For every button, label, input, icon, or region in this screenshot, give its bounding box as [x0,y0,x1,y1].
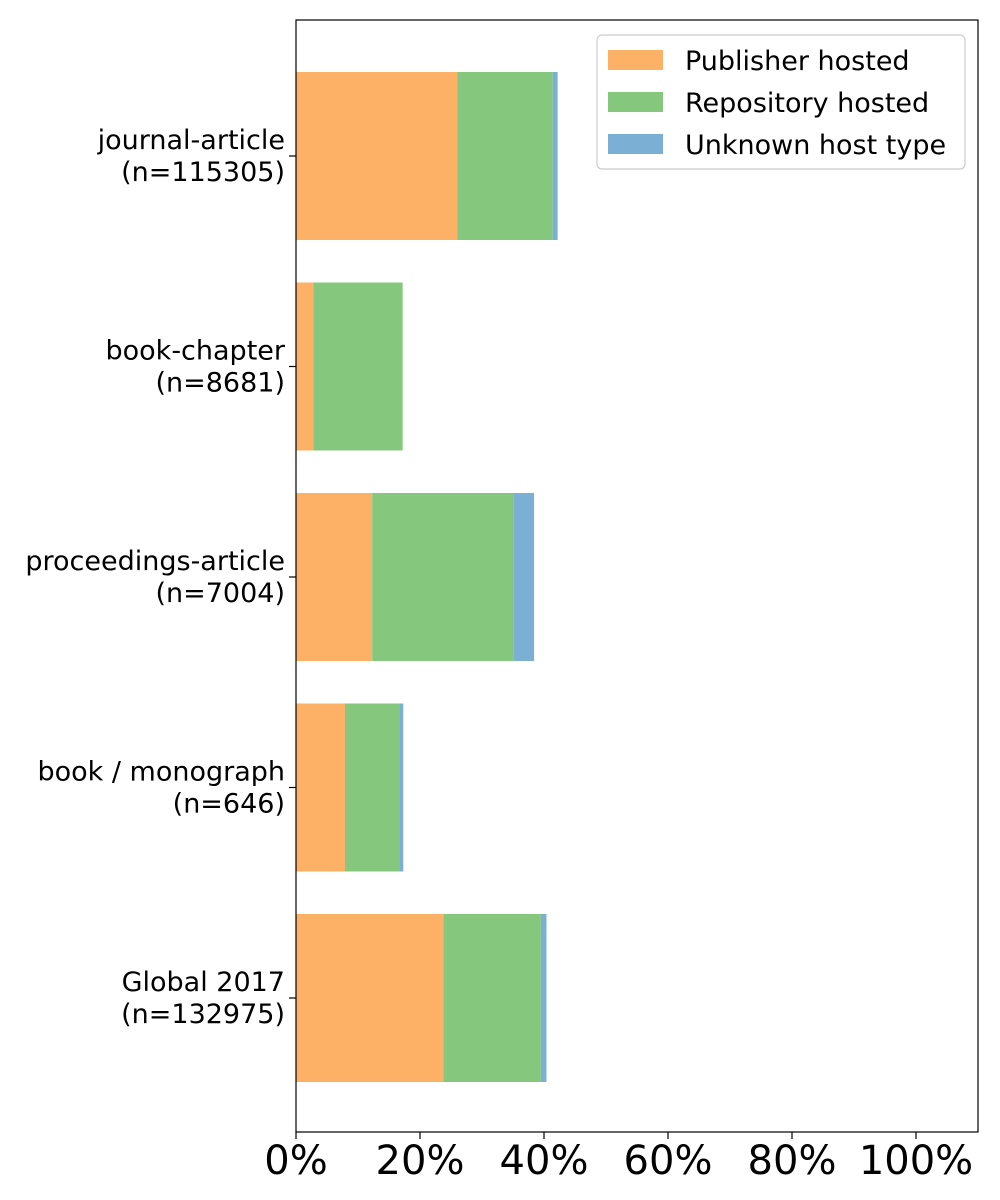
bar-segment-repository-hosted [457,72,553,240]
legend-swatch [608,92,663,112]
x-tick-label: 40% [500,1138,589,1184]
legend: Publisher hosted Repository hosted Unknown… [596,34,966,170]
x-tick-label: 100% [859,1138,973,1184]
bar-segment-unknown-host-type [399,703,404,872]
x-tick-label: 80% [748,1138,837,1184]
bar-segment-unknown-host-type [540,914,547,1082]
bar-segment-publisher-hosted [296,703,345,872]
x-tick-label: 0% [264,1138,327,1184]
y-tick-label: (n=646) [173,789,285,820]
y-tick-label: (n=132975) [121,999,285,1030]
bar-segment-publisher-hosted [296,914,444,1082]
y-axis-ticks: journal-article(n=115305)book-chapter(n=… [25,125,296,1030]
bar-segment-repository-hosted [372,493,514,661]
y-tick-label: (n=8681) [155,368,285,399]
bar-segment-publisher-hosted [296,72,458,240]
y-tick-label: book-chapter [106,336,286,367]
y-tick-label: journal-article [97,125,285,156]
x-axis-ticks: 0% 20% 40% 60% 80% 100% [264,1132,973,1184]
bar-segment-unknown-host-type [513,493,535,661]
legend-swatch [608,50,663,70]
y-tick-label: (n=7004) [155,578,285,609]
bar-segment-publisher-hosted [296,282,314,451]
legend-label: Unknown host type [685,130,946,161]
y-tick-label: book / monograph [37,757,285,788]
legend-label: Repository hosted [685,88,929,119]
x-tick-label: 60% [624,1138,713,1184]
bar-segment-repository-hosted [443,914,541,1082]
plot-area-frame [295,19,979,1133]
bar-segment-repository-hosted [344,703,400,872]
legend-swatch [608,134,663,154]
x-tick-label: 20% [376,1138,465,1184]
bars-group [296,72,558,1082]
y-tick-label: Global 2017 [122,967,285,998]
legend-box [596,34,966,170]
bar-segment-unknown-host-type [552,72,558,240]
legend-label: Publisher hosted [685,46,910,77]
y-tick-label: proceedings-article [25,546,285,577]
bar-segment-publisher-hosted [296,493,373,661]
y-tick-label: (n=115305) [121,157,285,188]
bar-segment-repository-hosted [313,282,403,451]
